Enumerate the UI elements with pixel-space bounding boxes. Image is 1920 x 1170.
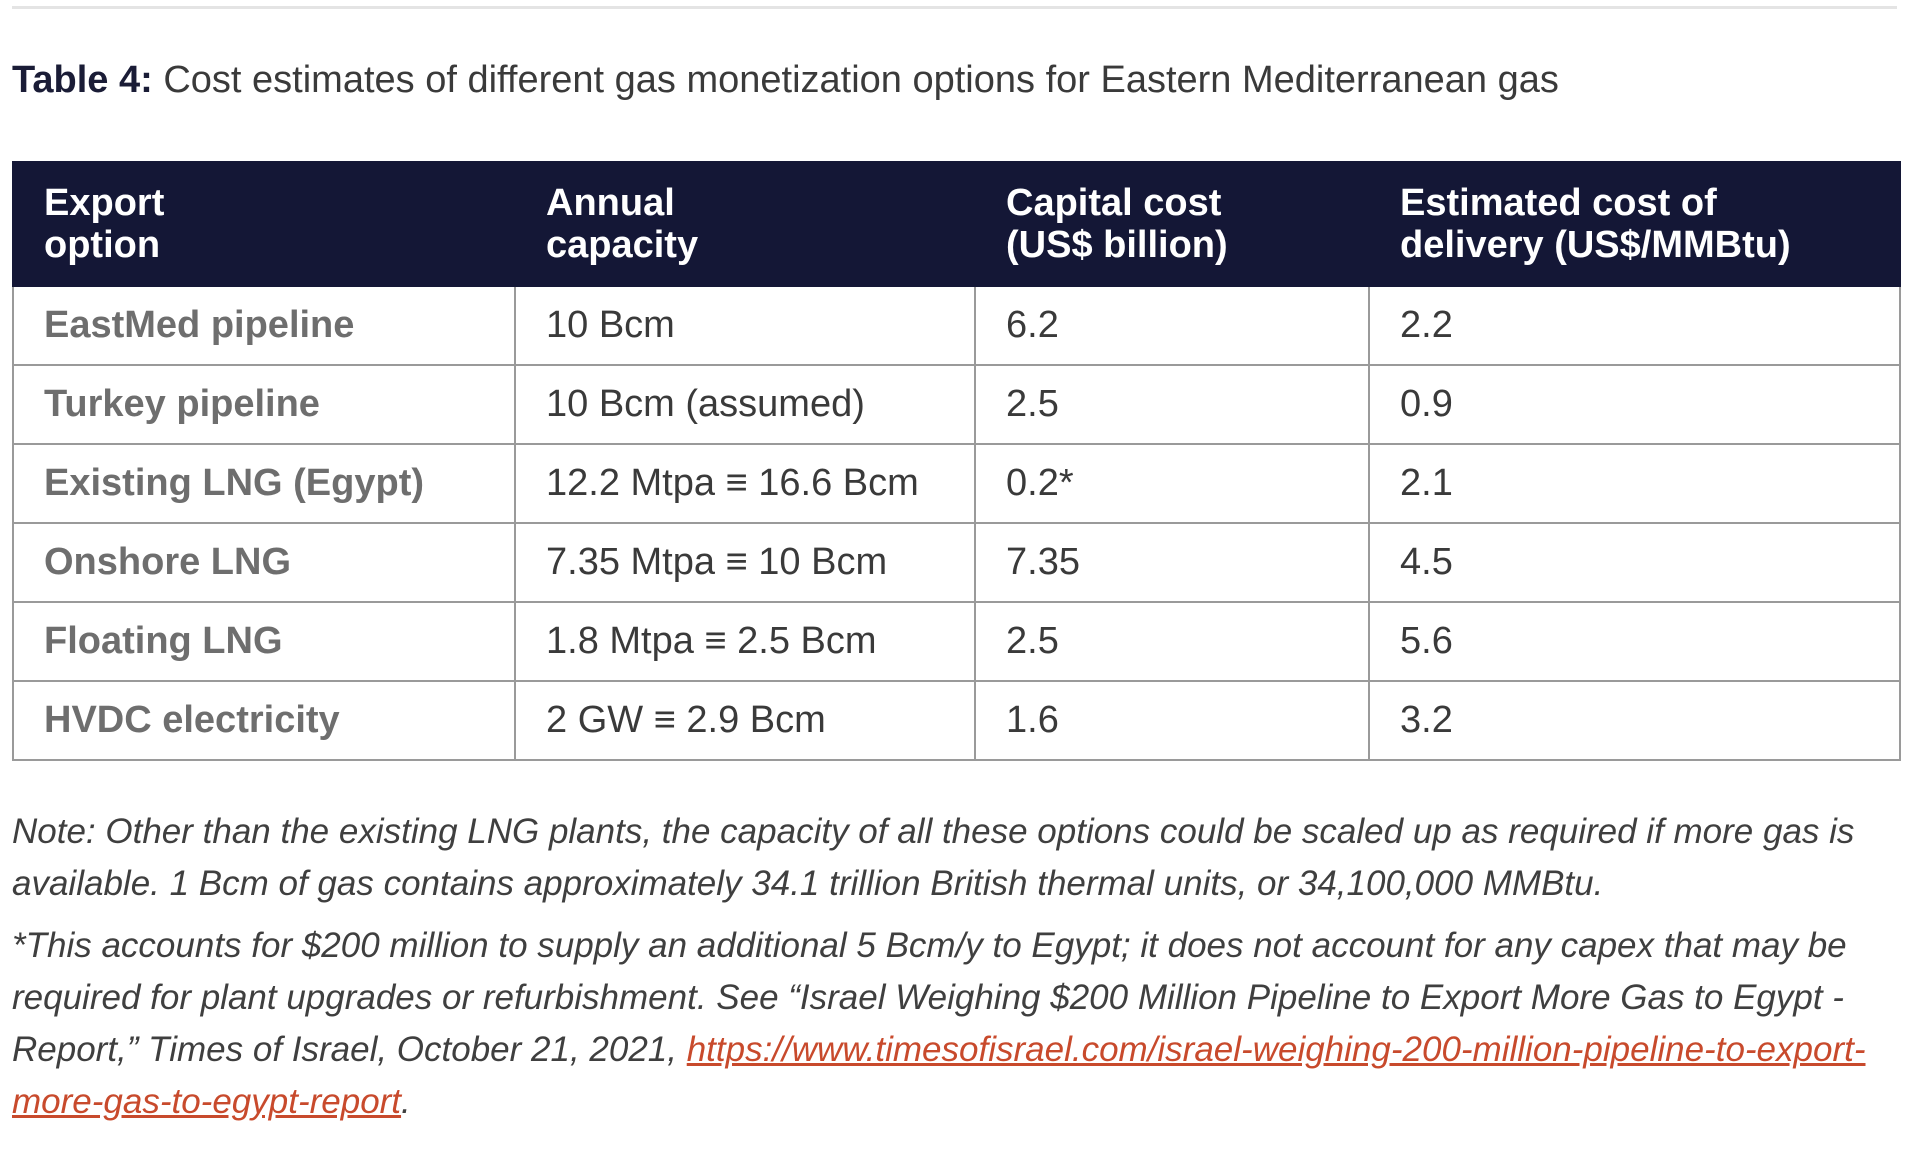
note-paragraph: Note: Other than the existing LNG plants… <box>12 812 1855 903</box>
header-export-option: Export option <box>12 161 516 287</box>
export-option-cell: Floating LNG <box>12 601 516 682</box>
header-line: Annual <box>546 182 675 224</box>
annual-capacity-cell: 12.2 Mtpa ≡ 16.6 Bcm <box>514 443 976 524</box>
delivery-cost-cell: 4.5 <box>1368 522 1901 603</box>
capital-cost-cell: 7.35 <box>974 522 1370 603</box>
export-option-cell: Existing LNG (Egypt) <box>12 443 516 524</box>
table-caption: Table 4: Cost estimates of different gas… <box>12 56 1559 104</box>
delivery-cost-cell: 2.1 <box>1368 443 1901 524</box>
header-row: Export option Annual capacity Capital co… <box>12 161 1901 287</box>
footnote-paragraph: *This accounts for $200 million to suppl… <box>12 920 1907 1128</box>
header-line: Export <box>44 182 165 224</box>
annual-capacity-cell: 2 GW ≡ 2.9 Bcm <box>514 680 976 761</box>
table-row: Existing LNG (Egypt) 12.2 Mtpa ≡ 16.6 Bc… <box>12 443 1901 524</box>
header-line: Capital cost <box>1006 182 1222 224</box>
source-link[interactable]: https://www.timesofisrael.com/israel-wei… <box>12 1030 1866 1121</box>
table-row: HVDC electricity 2 GW ≡ 2.9 Bcm 1.6 3.2 <box>12 680 1901 761</box>
footnote-end: . <box>401 1082 411 1121</box>
table-row: EastMed pipeline 10 Bcm 6.2 2.2 <box>12 285 1901 366</box>
capital-cost-cell: 2.5 <box>974 601 1370 682</box>
export-option-cell: HVDC electricity <box>12 680 516 761</box>
header-annual-capacity: Annual capacity <box>514 161 976 287</box>
delivery-cost-cell: 3.2 <box>1368 680 1901 761</box>
annual-capacity-cell: 1.8 Mtpa ≡ 2.5 Bcm <box>514 601 976 682</box>
capital-cost-cell: 6.2 <box>974 285 1370 366</box>
header-line: (US$ billion) <box>1006 224 1228 266</box>
export-option-cell: EastMed pipeline <box>12 285 516 366</box>
export-option-cell: Turkey pipeline <box>12 364 516 445</box>
table-row: Floating LNG 1.8 Mtpa ≡ 2.5 Bcm 2.5 5.6 <box>12 601 1901 682</box>
caption-label: Table 4: <box>12 59 153 101</box>
capital-cost-cell: 2.5 <box>974 364 1370 445</box>
header-line: Estimated cost of <box>1400 182 1717 224</box>
table-row: Onshore LNG 7.35 Mtpa ≡ 10 Bcm 7.35 4.5 <box>12 522 1901 603</box>
header-line: capacity <box>546 224 699 266</box>
header-line: delivery (US$/MMBtu) <box>1400 224 1791 266</box>
annual-capacity-cell: 10 Bcm (assumed) <box>514 364 976 445</box>
annual-capacity-cell: 10 Bcm <box>514 285 976 366</box>
cost-estimates-table: Export option Annual capacity Capital co… <box>12 161 1901 761</box>
header-delivery-cost: Estimated cost of delivery (US$/MMBtu) <box>1368 161 1901 287</box>
capital-cost-cell: 0.2* <box>974 443 1370 524</box>
header-line: option <box>44 224 161 266</box>
header-capital-cost: Capital cost (US$ billion) <box>974 161 1370 287</box>
caption-text: Cost estimates of different gas monetiza… <box>163 59 1559 101</box>
delivery-cost-cell: 0.9 <box>1368 364 1901 445</box>
table-notes: Note: Other than the existing LNG plants… <box>12 806 1907 1128</box>
delivery-cost-cell: 5.6 <box>1368 601 1901 682</box>
export-option-cell: Onshore LNG <box>12 522 516 603</box>
annual-capacity-cell: 7.35 Mtpa ≡ 10 Bcm <box>514 522 976 603</box>
footnote-text: *This accounts for $200 million to suppl… <box>12 926 1847 1069</box>
capital-cost-cell: 1.6 <box>974 680 1370 761</box>
top-divider <box>12 6 1897 9</box>
table-row: Turkey pipeline 10 Bcm (assumed) 2.5 0.9 <box>12 364 1901 445</box>
delivery-cost-cell: 2.2 <box>1368 285 1901 366</box>
